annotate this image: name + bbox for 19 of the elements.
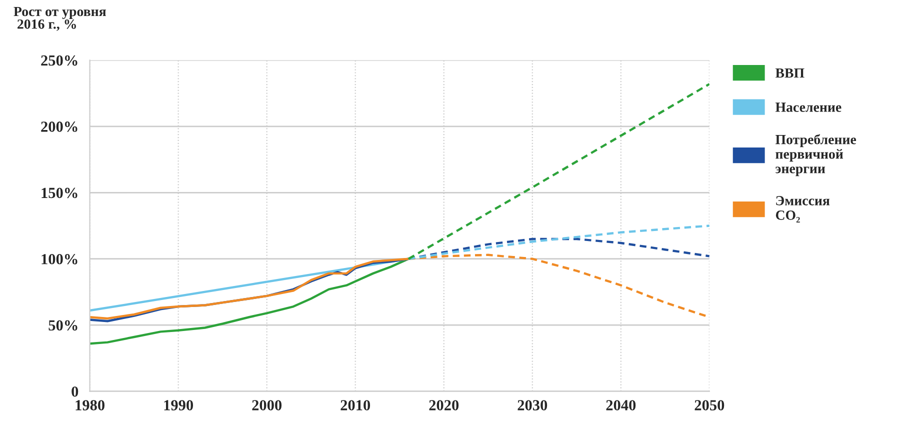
x-tick-label: 2040 <box>606 400 636 410</box>
x-tick-label: 2000 <box>252 400 282 410</box>
y-tick-label: 150% <box>42 188 78 198</box>
x-tick-label: 2010 <box>340 400 370 410</box>
y-tick-label: 0 <box>72 386 78 397</box>
y-tick-label: 50% <box>48 320 78 331</box>
y-tick-label: 100% <box>42 254 78 264</box>
x-tick-label: 2020 <box>429 400 459 410</box>
x-tick-label: 2050 <box>694 400 724 410</box>
x-tick-label: 2030 <box>518 400 548 410</box>
legend-label: Население <box>775 102 842 112</box>
legend-label: ВВП <box>775 68 804 78</box>
y-tick-label: 200% <box>41 122 78 132</box>
legend-label: Потребление первичной энергии <box>776 134 856 176</box>
x-tick-label: 1990 <box>164 400 194 410</box>
y-axis-title: Рост от уровня 2016 г., % <box>14 6 106 31</box>
legend-label: Эмиссия CO₂ <box>776 196 830 222</box>
y-tick-label: 250% <box>41 55 78 66</box>
x-tick-label: 1980 <box>76 400 104 410</box>
